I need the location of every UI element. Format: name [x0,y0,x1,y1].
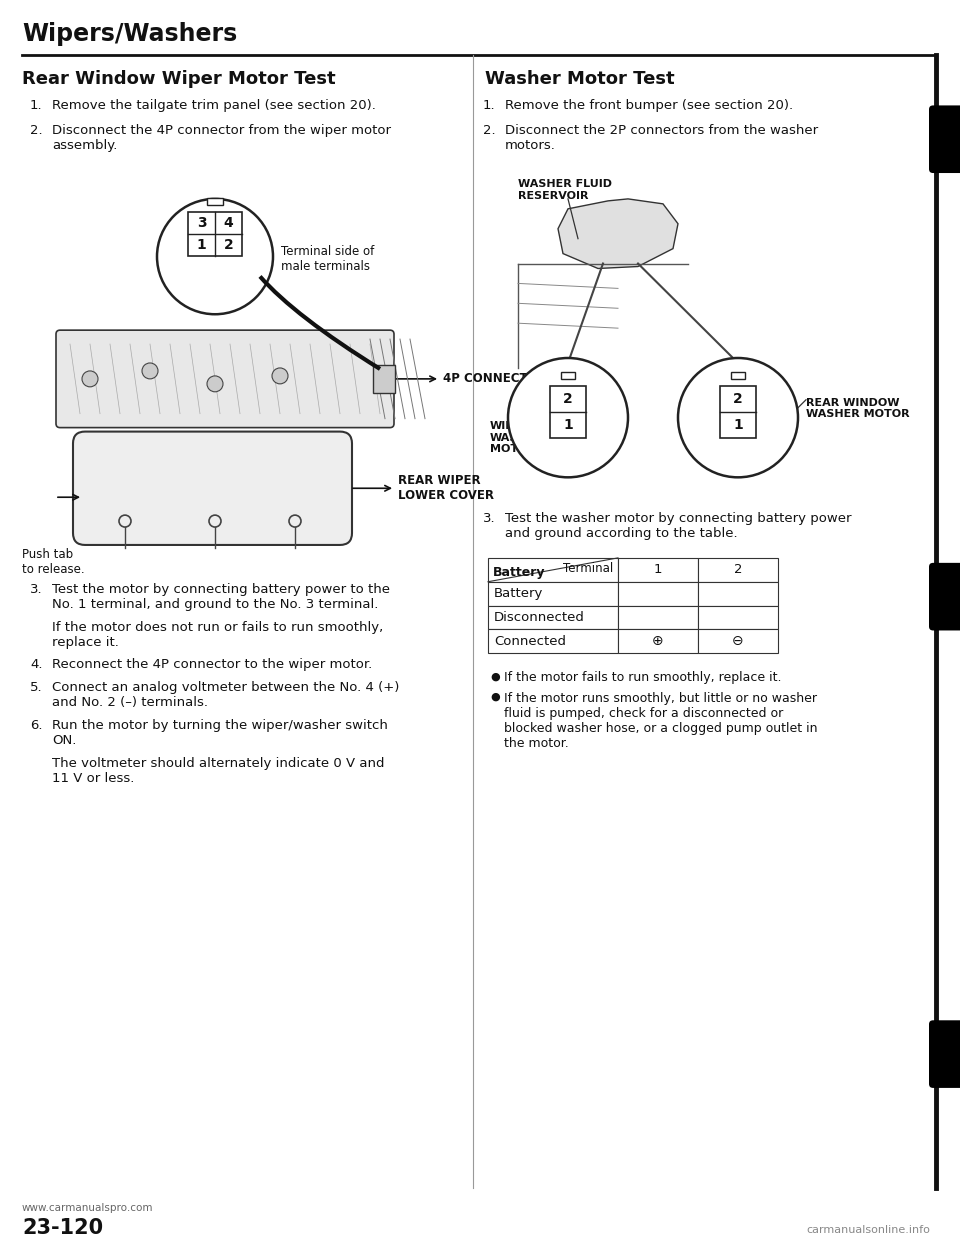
FancyBboxPatch shape [550,386,586,437]
Text: Remove the front bumper (see section 20).: Remove the front bumper (see section 20)… [505,99,793,113]
FancyBboxPatch shape [56,330,394,427]
Text: 1.: 1. [30,99,42,113]
Text: Disconnected: Disconnected [494,611,585,623]
Text: www.carmanualspro.com: www.carmanualspro.com [22,1203,154,1213]
Circle shape [82,371,98,386]
Circle shape [508,358,628,477]
Text: 1: 1 [733,417,743,432]
Circle shape [272,368,288,384]
Text: Test the washer motor by connecting battery power
and ground according to the ta: Test the washer motor by connecting batt… [505,512,852,540]
Text: 2.: 2. [30,124,42,138]
Text: Rear Window Wiper Motor Test: Rear Window Wiper Motor Test [22,70,336,88]
Text: 2: 2 [564,391,573,406]
Text: Disconnect the 2P connectors from the washer
motors.: Disconnect the 2P connectors from the wa… [505,124,818,153]
Text: 1.: 1. [483,99,495,113]
FancyBboxPatch shape [373,365,395,392]
Text: ●: ● [490,671,500,682]
Text: Washer Motor Test: Washer Motor Test [485,70,675,88]
Text: 1: 1 [197,237,206,252]
Bar [488,606,618,630]
FancyBboxPatch shape [73,431,352,545]
Bar [698,630,778,653]
Text: Push tab
to release.: Push tab to release. [22,548,84,576]
FancyBboxPatch shape [731,371,745,379]
Text: WINDSHIELD
WASHER
MOTOR: WINDSHIELD WASHER MOTOR [490,421,570,455]
Bar [618,606,698,630]
Text: 2: 2 [733,391,743,406]
Text: 4.: 4. [30,658,42,672]
FancyBboxPatch shape [720,386,756,437]
Text: 1: 1 [564,417,573,432]
Bar [698,606,778,630]
Text: 4: 4 [224,216,233,230]
Bar [618,581,698,606]
FancyBboxPatch shape [207,197,223,205]
Bar [618,630,698,653]
Circle shape [157,199,273,314]
Polygon shape [558,199,678,268]
Text: Connect an analog voltmeter between the No. 4 (+)
and No. 2 (–) terminals.: Connect an analog voltmeter between the … [52,681,399,709]
Bar [488,558,618,581]
Circle shape [207,376,223,391]
Text: ⊖: ⊖ [732,635,744,648]
Text: 2: 2 [733,564,742,576]
Text: 3.: 3. [483,512,495,525]
FancyBboxPatch shape [929,106,960,173]
Text: If the motor runs smoothly, but little or no washer
fluid is pumped, check for a: If the motor runs smoothly, but little o… [504,692,818,750]
Text: Test the motor by connecting battery power to the
No. 1 terminal, and ground to : Test the motor by connecting battery pow… [52,582,390,611]
Text: 3: 3 [197,216,206,230]
Text: 4P CONNECTOR: 4P CONNECTOR [443,373,547,385]
Text: 6.: 6. [30,719,42,732]
Text: Battery: Battery [493,566,545,579]
Text: 2.: 2. [483,124,495,138]
Bar [618,558,698,581]
Text: Terminal: Terminal [563,561,613,575]
Text: 3.: 3. [30,582,42,596]
Text: 5.: 5. [30,681,42,694]
Text: carmanualsonline.info: carmanualsonline.info [806,1225,930,1235]
Circle shape [678,358,798,477]
Text: 23-120: 23-120 [22,1218,103,1238]
Text: REAR WINDOW
WASHER MOTOR: REAR WINDOW WASHER MOTOR [806,397,910,420]
Text: Wipers/Washers: Wipers/Washers [22,22,237,46]
Circle shape [142,363,158,379]
Text: The voltmeter should alternately indicate 0 V and
11 V or less.: The voltmeter should alternately indicat… [52,756,385,785]
Text: Run the motor by turning the wiper/washer switch
ON.: Run the motor by turning the wiper/washe… [52,719,388,746]
FancyBboxPatch shape [188,212,242,256]
Text: Remove the tailgate trim panel (see section 20).: Remove the tailgate trim panel (see sect… [52,99,376,113]
Text: Reconnect the 4P connector to the wiper motor.: Reconnect the 4P connector to the wiper … [52,658,372,672]
Bar [488,581,618,606]
Text: ⊕: ⊕ [652,635,663,648]
Bar [698,558,778,581]
Text: Disconnect the 4P connector from the wiper motor
assembly.: Disconnect the 4P connector from the wip… [52,124,391,153]
Text: Battery: Battery [494,587,543,600]
Text: WASHER FLUID
RESERVOIR: WASHER FLUID RESERVOIR [518,179,612,201]
Text: Terminal side of
male terminals: Terminal side of male terminals [281,245,374,273]
Bar [488,630,618,653]
Bar [698,581,778,606]
Text: If the motor does not run or fails to run smoothly,
replace it.: If the motor does not run or fails to ru… [52,621,383,648]
Text: 2: 2 [224,237,233,252]
Text: If the motor fails to run smoothly, replace it.: If the motor fails to run smoothly, repl… [504,671,781,684]
FancyBboxPatch shape [929,563,960,631]
FancyBboxPatch shape [929,1020,960,1088]
Text: REAR WIPER
LOWER COVER: REAR WIPER LOWER COVER [398,474,494,502]
Text: ●: ● [490,692,500,702]
FancyBboxPatch shape [561,371,575,379]
Text: 1: 1 [654,564,662,576]
Text: Connected: Connected [494,635,566,648]
